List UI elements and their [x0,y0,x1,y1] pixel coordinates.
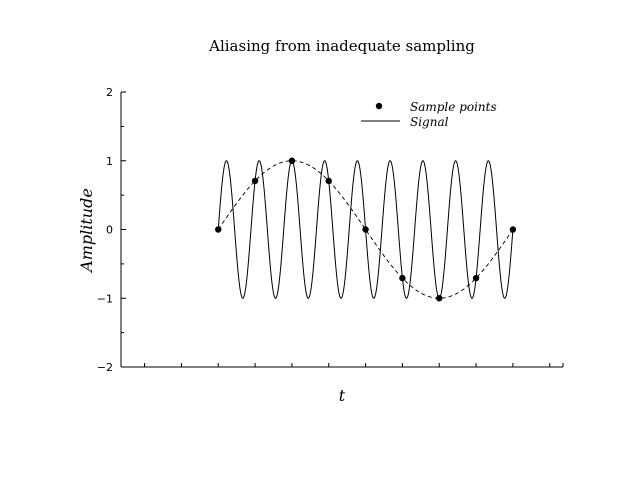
y-tick-label: 0 [106,224,113,237]
plot-series [215,157,517,302]
sample-point [399,274,406,282]
y-tick-label: −2 [97,361,113,374]
sample-point [436,295,443,302]
y-tick-label: 1 [106,155,113,168]
sample-point [325,177,332,185]
sample-point [509,226,517,233]
chart-title: Aliasing from inadequate sampling [208,37,475,55]
y-ticks: −2 −1 0 1 2 [97,86,126,374]
x-ticks [144,363,564,367]
sample-point [472,274,480,282]
x-axis-label: t [339,386,346,405]
legend-marker-sample-points [375,102,383,110]
sample-point [362,226,369,233]
sample-point [215,226,222,233]
legend-label-sample-points: Sample points [410,100,497,114]
y-axis-label: Amplitude [77,188,96,274]
alias-dashed-line [217,160,514,299]
legend-label-signal: Signal [410,115,449,129]
legend: Sample points Signal [361,100,497,129]
sample-point [288,157,296,164]
sample-point [251,177,259,185]
y-tick-label: −1 [97,292,113,305]
y-tick-label: 2 [106,86,113,99]
